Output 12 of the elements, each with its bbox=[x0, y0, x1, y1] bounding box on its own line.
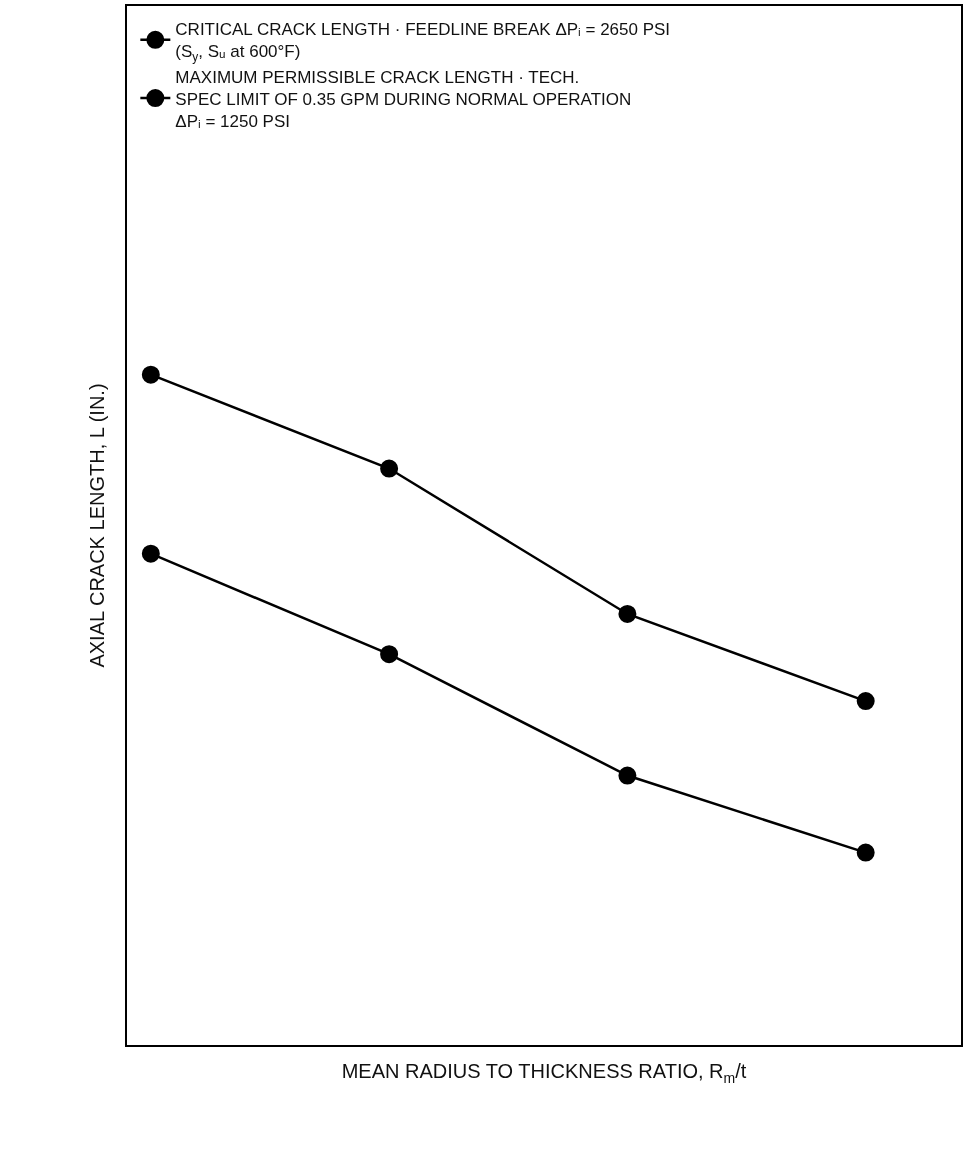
point bbox=[856, 692, 875, 711]
y-axis-title: AXIAL CRACK LENGTH, L (IN.) bbox=[86, 383, 108, 668]
point bbox=[856, 843, 875, 862]
point bbox=[141, 365, 160, 384]
legend-label: CRITICAL CRACK LENGTH · FEEDLINE BREAK ΔPᵢ = 2650 PSI (S$_{y}$, Sᵤ at 600°F) bbox=[175, 20, 671, 65]
point bbox=[380, 459, 399, 478]
legend-label: MAXIMUM PERMISSIBLE CRACK LENGTH · TECH. SPEC LIMIT OF 0.35 GPM DURING NORMAL OPERATION ΔPᵢ = 1250 PSI bbox=[175, 67, 632, 131]
point bbox=[618, 604, 637, 623]
point bbox=[380, 645, 399, 664]
point bbox=[141, 544, 160, 563]
point bbox=[618, 766, 637, 785]
x-axis-title: MEAN RADIUS TO THICKNESS RATIO, R$_{m}$/t bbox=[341, 1060, 747, 1086]
